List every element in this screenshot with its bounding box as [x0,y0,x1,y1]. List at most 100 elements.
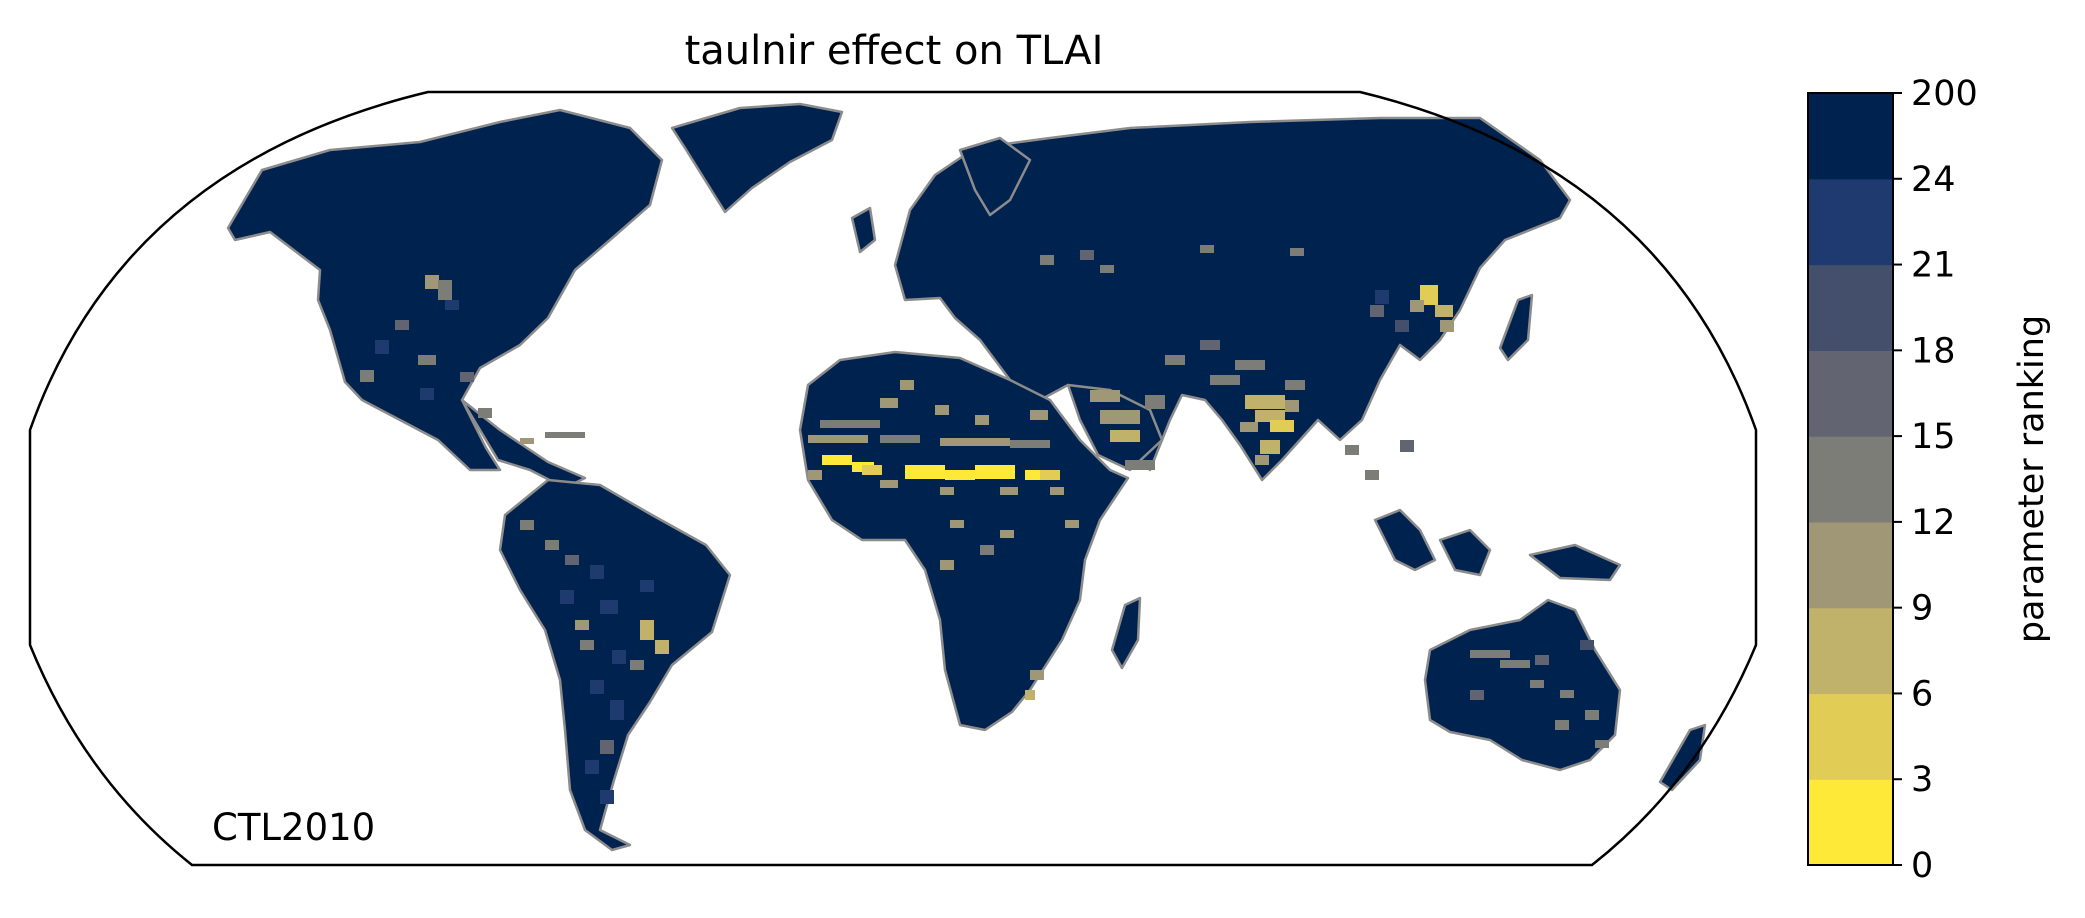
ranking-cell [1210,375,1240,385]
ranking-cell [1040,255,1054,265]
land-greenland [670,102,844,214]
ranking-cell [1200,340,1220,350]
ranking-cell [1025,690,1035,700]
map-boundary [28,90,1758,867]
ranking-cell [1255,455,1269,465]
ranking-cell [585,760,599,774]
ranking-cell [1470,650,1510,658]
ranking-cell [545,432,585,438]
ranking-cell [1440,320,1454,332]
ranking-cell [575,620,589,630]
ranking-cell [1400,440,1414,452]
ranking-cell [1100,265,1114,273]
ranking-cell [975,465,1015,479]
ranking-cell [900,380,914,390]
ranking-cell [1285,400,1299,412]
ranking-cell [460,372,474,382]
ranking-cell [560,590,574,604]
ranking-cell [808,470,822,480]
land-madagascar [1110,596,1142,670]
ranking-cell [822,455,852,465]
ranking-cell [1025,470,1047,480]
colorbar-bin [1808,779,1893,866]
ranking-cell [418,355,436,365]
colorbar-bin [1808,693,1893,780]
ranking-cell [420,388,434,400]
ranking-cell [1245,395,1285,409]
ranking-cells [360,245,1609,804]
map-panel: CTL2010 [28,90,1758,867]
ranking-cell [425,275,439,289]
ranking-cell [1110,430,1140,442]
ranking-cell [1345,445,1359,455]
ranking-cell [1125,460,1155,470]
ranking-cell [1375,290,1389,304]
ranking-cell [1010,440,1050,448]
ranking-cell [1090,390,1120,402]
land-british-isles [850,206,877,254]
colorbar-frame [1807,92,1894,866]
ranking-cell [520,520,534,530]
ranking-cell [1470,690,1484,700]
ranking-cell [612,650,626,664]
ranking-cell [1240,422,1258,432]
ranking-cell [600,600,618,614]
land-south-america [498,478,732,852]
ranking-cell [438,280,452,300]
colorbar-bins [1808,93,1893,866]
ranking-cell [1365,470,1379,480]
ranking-cell [1530,680,1544,688]
ranking-cell [610,700,624,720]
ranking-cell [975,415,989,425]
ranking-cell [640,620,654,640]
map-title: taulnir effect on TLAI [685,28,1104,74]
ranking-cell [945,470,975,480]
ranking-cell [1500,660,1530,668]
land-borneo-newguinea [1438,528,1622,582]
colorbar-bin [1808,521,1893,609]
ranking-cell [1420,285,1438,305]
ranking-cell [1065,520,1079,528]
ranking-cell [1030,410,1048,420]
ranking-cell [808,435,868,443]
colorbar-bin [1808,607,1893,695]
ranking-cell [1535,655,1549,665]
colorbar-tick-label: 21 [1911,246,1956,286]
ranking-cell [545,540,559,550]
ranking-cell [880,480,898,488]
ranking-cell [1260,440,1280,454]
ranking-cell [395,320,409,330]
ranking-cell [1435,305,1453,317]
ranking-cell [1040,470,1060,480]
colorbar-label: parameter ranking [2012,315,2052,643]
colorbar-tick-label: 24 [1911,160,1956,200]
ranking-cell [1370,305,1384,317]
ranking-cell [1290,248,1304,256]
colorbar-tick-label: 9 [1911,589,1933,629]
ranking-cell [640,580,654,592]
colorbar-tick-label: 18 [1911,331,1956,371]
colorbar-bin [1808,350,1893,437]
ranking-cell [360,370,374,382]
colorbar-tick-label: 0 [1911,846,1933,886]
land-scandinavia [958,136,1032,217]
ranking-cell [880,398,898,408]
ranking-cell [940,438,1010,446]
land-japan [1498,293,1534,362]
ranking-cell [1000,530,1014,538]
ranking-cell [880,435,920,443]
ranking-cell [1080,250,1094,260]
colorbar-tick-label: 200 [1911,74,1978,114]
ranking-cell [1285,380,1305,390]
ranking-cell [905,465,945,479]
ranking-cell [590,565,604,579]
ranking-cell [1585,710,1599,720]
ranking-cell [580,640,594,650]
colorbar-tick-label: 3 [1911,760,1933,800]
colorbar-tick-label: 6 [1911,674,1933,714]
ranking-cell [935,405,949,415]
colorbar-ticks: 0 3 6 9 12 15 18 21 24 200 [1893,74,1978,886]
ranking-cell [980,545,994,555]
colorbar-bin [1808,264,1893,351]
